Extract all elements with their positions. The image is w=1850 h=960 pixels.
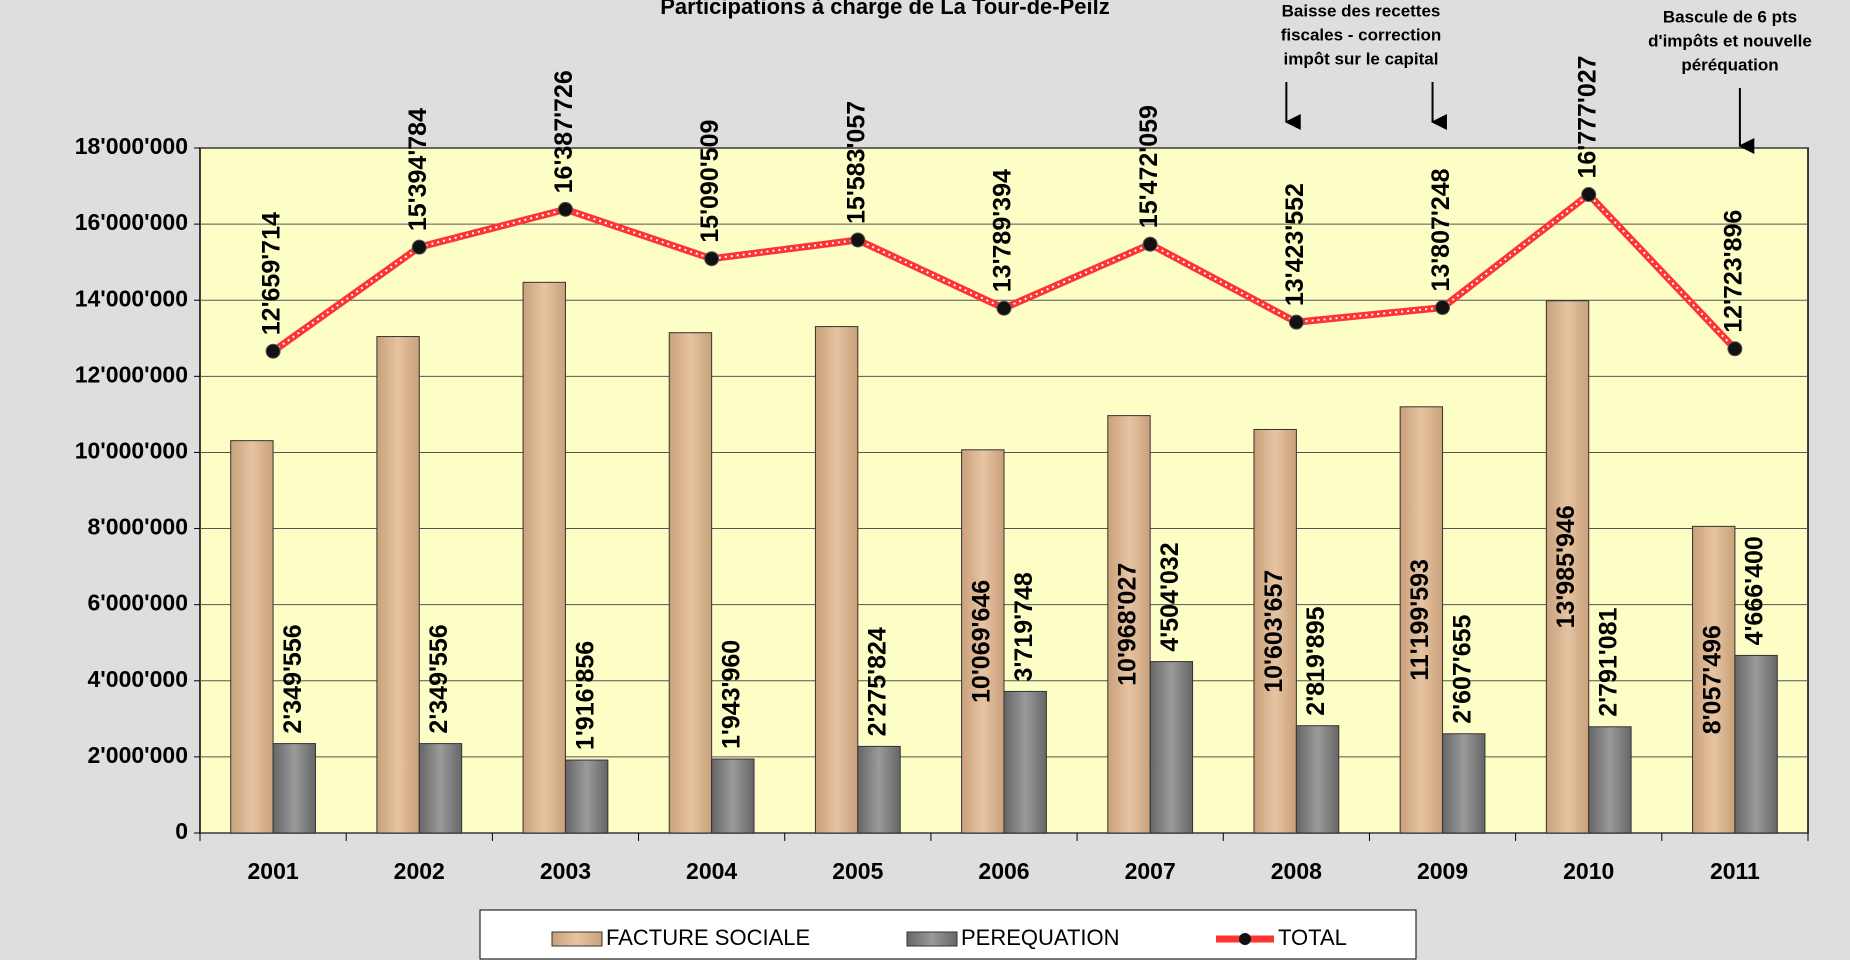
annotation: Bascule de 6 pts — [1663, 7, 1797, 26]
y-tick-label: 14'000'000 — [75, 285, 188, 311]
value-label: 2'349'556 — [425, 624, 453, 733]
value-label: 1'943'960 — [717, 640, 745, 749]
value-label: 1'916'856 — [571, 641, 599, 750]
point — [1581, 187, 1597, 203]
annotation: d'impôts et nouvelle — [1648, 31, 1812, 50]
value-label: 15'394'784 — [404, 108, 432, 231]
value-label: 13'807'248 — [1427, 168, 1455, 291]
value-label: 15'583'057 — [842, 101, 870, 224]
value-label: 13'985'946 — [1552, 505, 1580, 628]
point — [557, 201, 573, 217]
y-tick-label: 18'000'000 — [75, 133, 188, 159]
legend-label: FACTURE SOCIALE — [606, 925, 810, 950]
legend-label: TOTAL — [1278, 925, 1347, 950]
point — [704, 251, 720, 267]
x-tick-label: 2006 — [978, 858, 1029, 884]
bar — [1149, 661, 1194, 834]
x-tick-label: 2008 — [1271, 858, 1322, 884]
y-tick-label: 12'000'000 — [75, 361, 188, 387]
legend-label: PEREQUATION — [961, 925, 1120, 950]
bar — [564, 759, 609, 834]
y-tick-label: 8'000'000 — [88, 514, 188, 540]
value-label: 10'603'657 — [1260, 570, 1288, 693]
x-tick-label: 2010 — [1563, 858, 1614, 884]
bar — [230, 440, 274, 834]
bar — [1107, 415, 1151, 834]
chart-title: Participations à charge de La Tour-de-Pe… — [660, 0, 1109, 19]
x-tick-label: 2005 — [832, 858, 883, 884]
value-label: 4'666'400 — [1741, 536, 1769, 645]
point — [1288, 314, 1304, 330]
bar — [961, 449, 1005, 834]
bar — [1734, 654, 1778, 834]
y-tick-label: 0 — [175, 818, 188, 844]
y-tick-label: 6'000'000 — [88, 590, 188, 616]
point — [1727, 341, 1743, 357]
point — [850, 232, 866, 248]
bar — [376, 336, 420, 834]
x-tick-label: 2003 — [540, 858, 591, 884]
legend-swatch — [1239, 933, 1251, 945]
bar — [418, 743, 463, 834]
point — [996, 300, 1012, 316]
bar — [1003, 690, 1047, 834]
bar — [1588, 726, 1632, 834]
bar — [1295, 725, 1340, 834]
value-label: 12'723'896 — [1720, 210, 1748, 333]
value-label: 15'090'509 — [696, 120, 724, 243]
value-label: 2'791'081 — [1595, 607, 1623, 716]
value-label: 2'607'655 — [1448, 614, 1476, 723]
y-tick-label: 16'000'000 — [75, 209, 188, 235]
value-label: 11'199'593 — [1406, 559, 1434, 681]
bar — [1399, 406, 1444, 834]
value-label: 2'275'824 — [864, 627, 892, 736]
bar — [272, 743, 316, 834]
annotation: fiscales - correction — [1281, 25, 1442, 44]
x-tick-label: 2011 — [1710, 858, 1760, 884]
value-label: 12'659'714 — [258, 212, 286, 335]
value-label: 3'719'748 — [1010, 572, 1038, 681]
point — [411, 239, 427, 255]
value-label: 8'057'496 — [1698, 625, 1726, 734]
value-label: 16'387'726 — [550, 70, 578, 193]
point — [1142, 236, 1158, 252]
value-label: 2'349'556 — [279, 624, 307, 733]
annotation: impôt sur le capital — [1284, 49, 1439, 68]
x-tick-label: 2004 — [686, 858, 737, 884]
bar — [1253, 428, 1297, 834]
value-label: 4'504'032 — [1156, 542, 1184, 651]
bar — [668, 332, 713, 834]
x-tick-label: 2002 — [394, 858, 445, 884]
x-tick-label: 2001 — [248, 858, 299, 884]
annotation: Baisse des recettes — [1282, 1, 1441, 20]
bar — [857, 745, 901, 834]
x-tick-label: 2007 — [1125, 858, 1176, 884]
point — [265, 343, 281, 359]
value-label: 13'423'552 — [1281, 183, 1309, 306]
legend-swatch — [551, 931, 603, 947]
value-label: 10'069'646 — [967, 580, 995, 703]
bar — [711, 758, 755, 834]
value-label: 10'968'027 — [1114, 563, 1142, 686]
bar — [522, 281, 566, 834]
bar — [1442, 733, 1486, 834]
y-tick-label: 4'000'000 — [88, 666, 188, 692]
annotation: péréquation — [1681, 55, 1778, 74]
bar — [814, 326, 859, 834]
y-tick-label: 10'000'000 — [75, 438, 188, 464]
value-label: 16'777'027 — [1573, 55, 1601, 178]
value-label: 13'789'394 — [989, 169, 1017, 292]
bar — [1545, 300, 1590, 834]
y-tick-label: 2'000'000 — [88, 742, 188, 768]
x-tick-label: 2009 — [1417, 858, 1468, 884]
value-label: 15'472'059 — [1135, 105, 1163, 228]
legend-swatch — [906, 931, 958, 947]
value-label: 2'819'895 — [1302, 606, 1330, 715]
bar — [1692, 525, 1736, 834]
point — [1435, 300, 1451, 316]
